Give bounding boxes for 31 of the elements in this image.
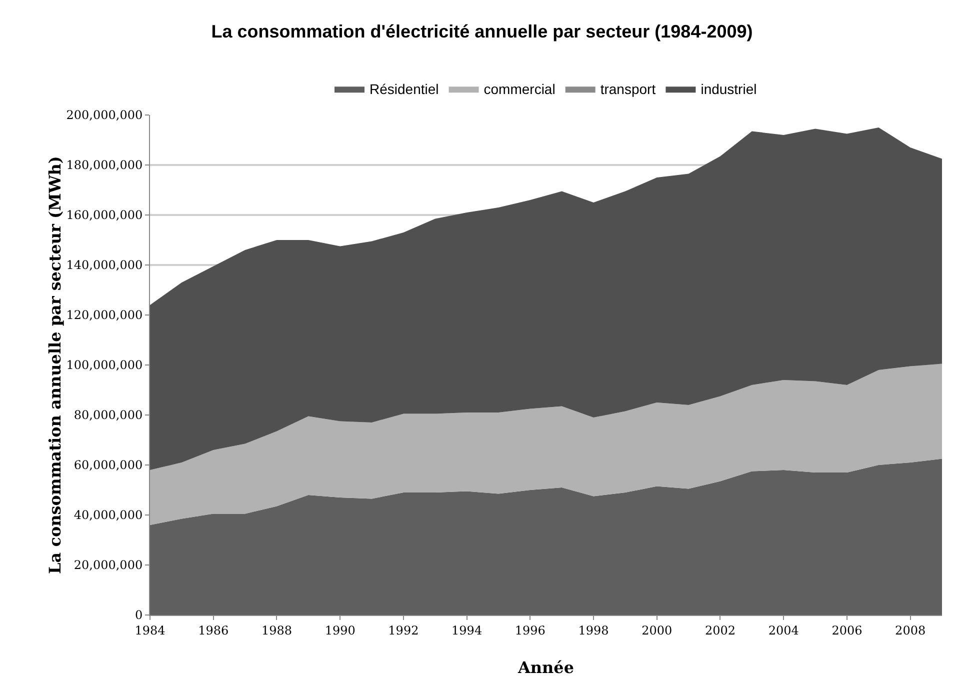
y-tick-label: 200,000,000 <box>66 108 143 122</box>
x-tick-label: 1988 <box>261 623 292 638</box>
y-tick-label: 180,000,000 <box>66 158 143 172</box>
x-tick-label: 2004 <box>768 623 800 638</box>
legend-label: Résidentiel <box>370 81 439 98</box>
x-tick-label: 1994 <box>452 623 482 638</box>
y-tick-label: 140,000,000 <box>66 258 143 272</box>
x-tick-label: 1996 <box>514 623 546 638</box>
x-tick-label: 1984 <box>134 623 166 638</box>
y-tick-label: 60,000,000 <box>74 458 143 472</box>
x-tick-label: 2006 <box>832 623 862 638</box>
y-tick-label: 80,000,000 <box>74 408 143 422</box>
y-tick-label: 160,000,000 <box>66 208 143 222</box>
x-tick-label: 2000 <box>642 623 672 638</box>
y-tick-label: 40,000,000 <box>74 508 143 522</box>
x-tick-label: 2002 <box>704 623 736 638</box>
legend-label: commercial <box>484 81 556 98</box>
x-tick-label: 1986 <box>198 623 229 638</box>
legend-label: transport <box>600 81 656 98</box>
y-tick-label: 20,000,000 <box>74 558 143 572</box>
x-axis-title: Année <box>516 658 574 677</box>
chart-title: La consommation d'électricité annuelle par secteur (1984-2009) <box>211 21 753 42</box>
x-tick-label: 1992 <box>388 623 419 638</box>
legend-label: industriel <box>700 81 757 98</box>
x-tick-label: 1998 <box>578 623 609 638</box>
y-axis-title: La consommation annuelle par secteur (MWh) <box>45 156 64 574</box>
x-tick-label: 1990 <box>324 623 356 638</box>
x-tick-label: 2008 <box>895 623 926 638</box>
y-tick-label: 100,000,000 <box>66 358 143 372</box>
y-tick-label: 0 <box>134 608 143 622</box>
y-tick-label: 120,000,000 <box>66 308 143 322</box>
